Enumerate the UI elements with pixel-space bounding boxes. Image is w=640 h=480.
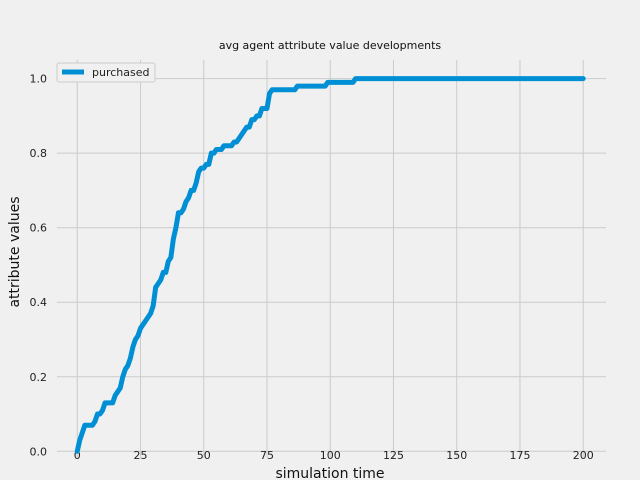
y-axis-label: attribute values [7,196,23,307]
y-axis-ticks: 0.0 0.2 0.4 0.6 0.8 1.0 [30,73,48,459]
x-tick-label: 0 [74,449,81,462]
x-tick-label: 150 [446,449,467,462]
y-tick-label: 1.0 [30,73,48,86]
y-tick-label: 0.6 [30,222,48,235]
x-tick-label: 125 [383,449,404,462]
x-axis-ticks: 0 25 50 75 100 125 150 175 200 [74,449,594,462]
x-tick-label: 175 [509,449,530,462]
x-tick-label: 100 [320,449,341,462]
y-tick-label: 0.0 [30,445,48,458]
series-line-purchased [74,76,586,454]
y-tick-label: 0.2 [30,371,48,384]
x-tick-label: 200 [573,449,594,462]
y-tick-label: 0.4 [30,296,48,309]
series-group [74,76,586,454]
legend-box [56,62,156,83]
x-tick-label: 50 [197,449,211,462]
chart-title: avg agent attribute value developments [219,39,442,52]
legend: purchased [56,62,156,83]
x-tick-label: 25 [133,449,147,462]
x-axis-label: simulation time [275,466,384,480]
x-tick-label: 75 [260,449,274,462]
y-tick-label: 0.8 [30,147,48,160]
legend-label-purchased: purchased [92,66,149,79]
grid [57,60,606,458]
